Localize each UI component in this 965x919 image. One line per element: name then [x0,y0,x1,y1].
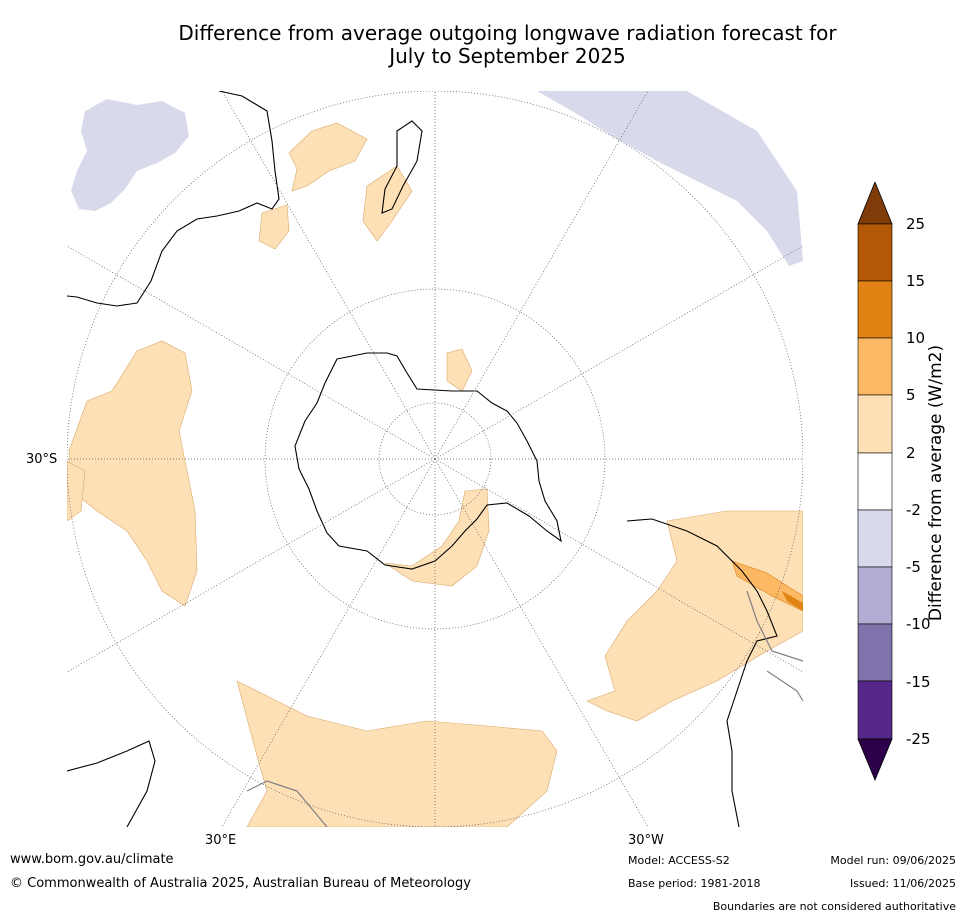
website-link[interactable]: www.bom.gov.au/climate [10,852,174,867]
graticule [67,91,803,827]
cbar-2-5 [857,394,893,454]
cbar-m15-m25 [857,680,893,740]
copyright-text: © Commonwealth of Australia 2025, Austra… [10,876,471,891]
pos-region-south-atlantic [68,340,198,607]
cbar-10-15 [857,280,893,339]
cbar-tick-m25: -25 [906,730,931,748]
africa-coastline [67,740,156,827]
pos-region-left-edge [67,460,86,522]
pos-region-australia-north [288,122,368,192]
polar-map [67,91,803,827]
cbar-tick-10: 10 [906,329,926,347]
cbar-tick-m2: -2 [906,501,921,519]
pos-region-andes-strong [731,560,803,612]
model-run-text: Model run: 09/06/2025 [830,854,956,867]
south-america-coastline [626,518,778,827]
title-line-2: July to September 2025 [389,44,626,68]
title-line-1: Difference from average outgoing longwav… [178,21,837,45]
colorbar-title: Difference from average (W/m2) [926,344,946,622]
coastlines [67,91,778,827]
lat-label-30s: 30°S [26,452,58,467]
cbar-m2-m5 [857,509,893,568]
neg-region-indian-ocean [71,99,189,211]
negative-anomaly-regions [71,91,803,266]
cbar-tick-15: 15 [906,272,926,290]
cbar-tick-m10: -10 [906,615,931,633]
pos-region-tasman [258,204,290,250]
cbar-m5-m10 [857,566,893,625]
antarctica-coastline [294,352,562,570]
cbar-arrow-top [857,182,893,225]
cbar-tick-2: 2 [906,444,916,462]
cbar-arrow-bottom [857,738,893,782]
cbar-15-25 [857,223,893,282]
pos-region-small-south [446,348,473,392]
pos-region-andes-strongest [782,591,803,611]
map-title: Difference from average outgoing longwav… [60,22,955,68]
colorbar [857,182,893,782]
positive-anomaly-regions [67,122,803,827]
cbar-neutral [857,452,893,511]
cbar-5-10 [857,337,893,396]
cbar-tick-25: 25 [906,215,926,233]
pos-region-south-pacific [236,680,558,827]
cbar-tick-5: 5 [906,386,916,404]
base-period-text: Base period: 1981-2018 [628,877,761,890]
boundaries [246,590,803,827]
lon-label-30w: 30°W [628,833,664,848]
lon-label-30e: 30°E [205,833,237,848]
issued-text: Issued: 11/06/2025 [849,877,956,890]
cbar-tick-m5: -5 [906,558,921,576]
pos-region-antarctic-peninsula [384,488,490,587]
cbar-m10-m15 [857,623,893,682]
model-text: Model: ACCESS-S2 [628,854,730,867]
cbar-tick-m15: -15 [906,673,931,691]
pos-region-south-america [586,510,803,722]
disclaimer-text: Boundaries are not considered authoritat… [712,900,956,913]
nz-coastline [381,120,423,214]
neg-region-pacific [537,91,803,266]
australia-coastline [67,91,280,307]
